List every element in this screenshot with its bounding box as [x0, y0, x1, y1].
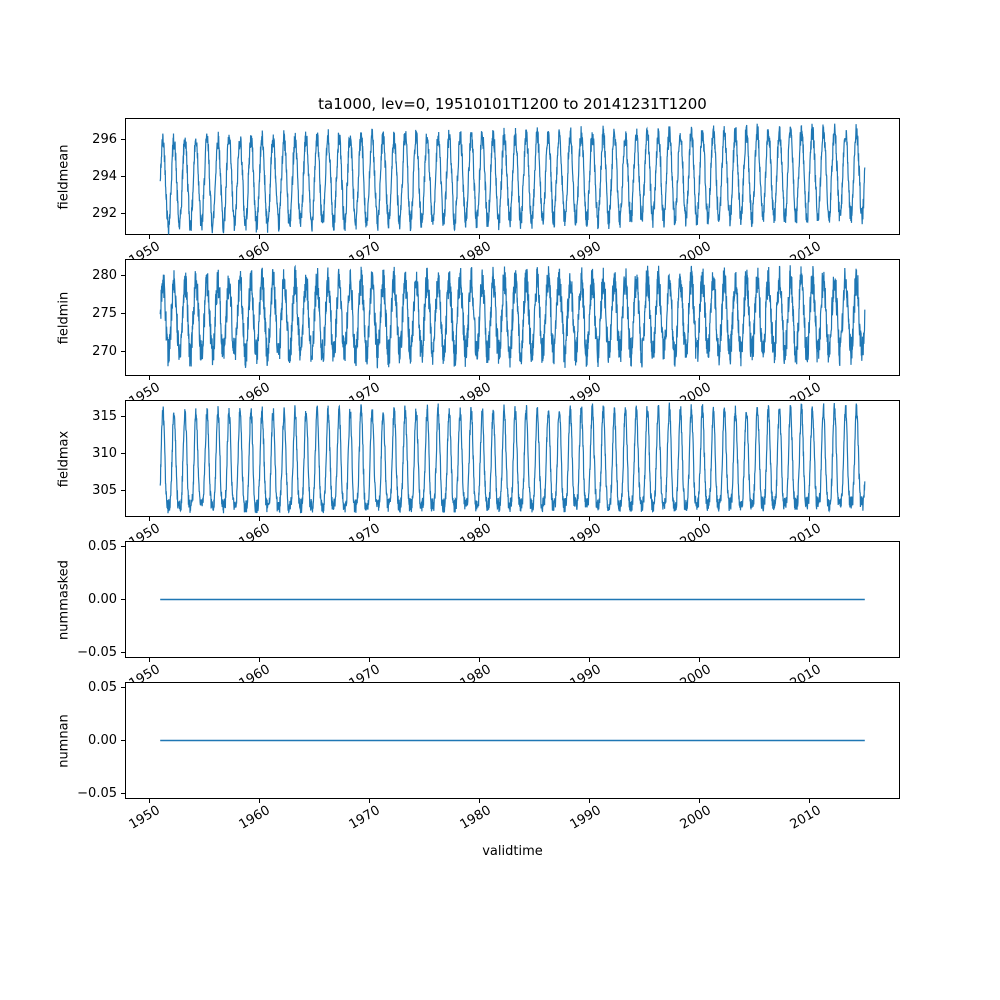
fieldmean-plot-area [125, 118, 900, 235]
x-tick [479, 376, 480, 380]
x-tick [589, 658, 591, 662]
x-tick [699, 517, 701, 521]
y-tick [121, 275, 125, 277]
fieldmin-plot-area [125, 259, 900, 376]
numnan-plot-area [125, 682, 900, 799]
y-tick-label: −0.05 [77, 645, 117, 661]
y-tick-label: 0.05 [88, 538, 117, 554]
x-tick [368, 376, 370, 380]
y-tick-label: 296 [92, 131, 117, 147]
y-tick [121, 652, 125, 654]
x-tick [699, 376, 701, 380]
y-tick [121, 686, 125, 688]
x-tick [148, 235, 150, 239]
nummasked-plot-area [125, 541, 900, 658]
x-tick-label: 1980 [457, 803, 494, 833]
y-tick-label: 310 [92, 445, 117, 461]
x-tick-label: 2000 [677, 803, 714, 833]
x-tick [148, 517, 150, 521]
x-tick [479, 517, 480, 521]
x-tick [258, 235, 260, 239]
y-tick [121, 740, 125, 741]
x-tick [809, 658, 811, 662]
x-tick [589, 517, 591, 521]
x-tick [148, 376, 150, 380]
subplot-fieldmin-axes [125, 259, 900, 376]
x-tick-label: 1950 [126, 803, 163, 833]
x-tick-label: 1970 [346, 803, 384, 833]
x-tick [258, 376, 260, 380]
x-tick [368, 658, 370, 662]
x-tick [589, 376, 591, 380]
y-tick-label: 0.00 [88, 733, 117, 748]
y-tick-label: −0.05 [77, 786, 117, 802]
y-tick [121, 176, 125, 177]
x-tick-label: 1990 [567, 803, 604, 833]
y-tick [121, 415, 125, 417]
x-axis-label: validtime [482, 844, 543, 859]
x-tick [368, 517, 370, 521]
y-tick-label: 0.00 [88, 592, 117, 607]
y-tick [121, 489, 125, 491]
y-tick-label: 275 [92, 305, 117, 321]
x-tick [258, 517, 260, 521]
subplot-nummasked-axes [125, 541, 900, 658]
y-tick [121, 793, 125, 795]
fieldmin-line [159, 264, 866, 369]
y-tick-label: 305 [92, 482, 117, 498]
x-tick-label: 2010 [787, 803, 824, 833]
x-tick [368, 799, 370, 803]
x-tick [809, 376, 811, 380]
y-tick-label: 292 [92, 206, 117, 222]
y-tick [121, 599, 125, 600]
y-tick [121, 213, 125, 215]
subplot-numnan-axes [125, 682, 900, 799]
x-tick [699, 799, 701, 803]
y-tick [121, 545, 125, 547]
x-tick [589, 799, 591, 803]
y-tick [121, 350, 125, 352]
x-tick [479, 658, 480, 662]
x-tick [699, 235, 701, 239]
x-tick [368, 235, 370, 239]
fieldmean-line [159, 123, 866, 235]
x-tick [479, 235, 480, 239]
x-tick [258, 658, 260, 662]
y-tick-label: 280 [92, 268, 117, 284]
x-tick-label: 1960 [236, 803, 274, 833]
y-tick-label: 0.05 [88, 679, 117, 695]
y-tick-label: 294 [92, 169, 117, 184]
x-tick [699, 658, 701, 662]
subplot-fieldmax-axes [125, 400, 900, 517]
x-tick [809, 799, 811, 803]
y-tick-label: 270 [92, 343, 117, 359]
chart-title: ta1000, lev=0, 19510101T1200 to 20141231… [318, 95, 707, 113]
fieldmax-plot-area [125, 400, 900, 517]
x-tick [809, 517, 811, 521]
y-tick [121, 452, 125, 454]
x-tick [258, 799, 260, 803]
fieldmax-line [159, 402, 866, 514]
x-tick [809, 235, 811, 239]
y-tick-label: 315 [92, 408, 117, 424]
subplot-fieldmean-axes [125, 118, 900, 235]
x-tick [148, 658, 150, 662]
y-tick [121, 312, 125, 314]
x-tick [479, 799, 480, 803]
x-tick [589, 235, 591, 239]
x-tick [148, 799, 150, 803]
y-tick [121, 138, 125, 140]
